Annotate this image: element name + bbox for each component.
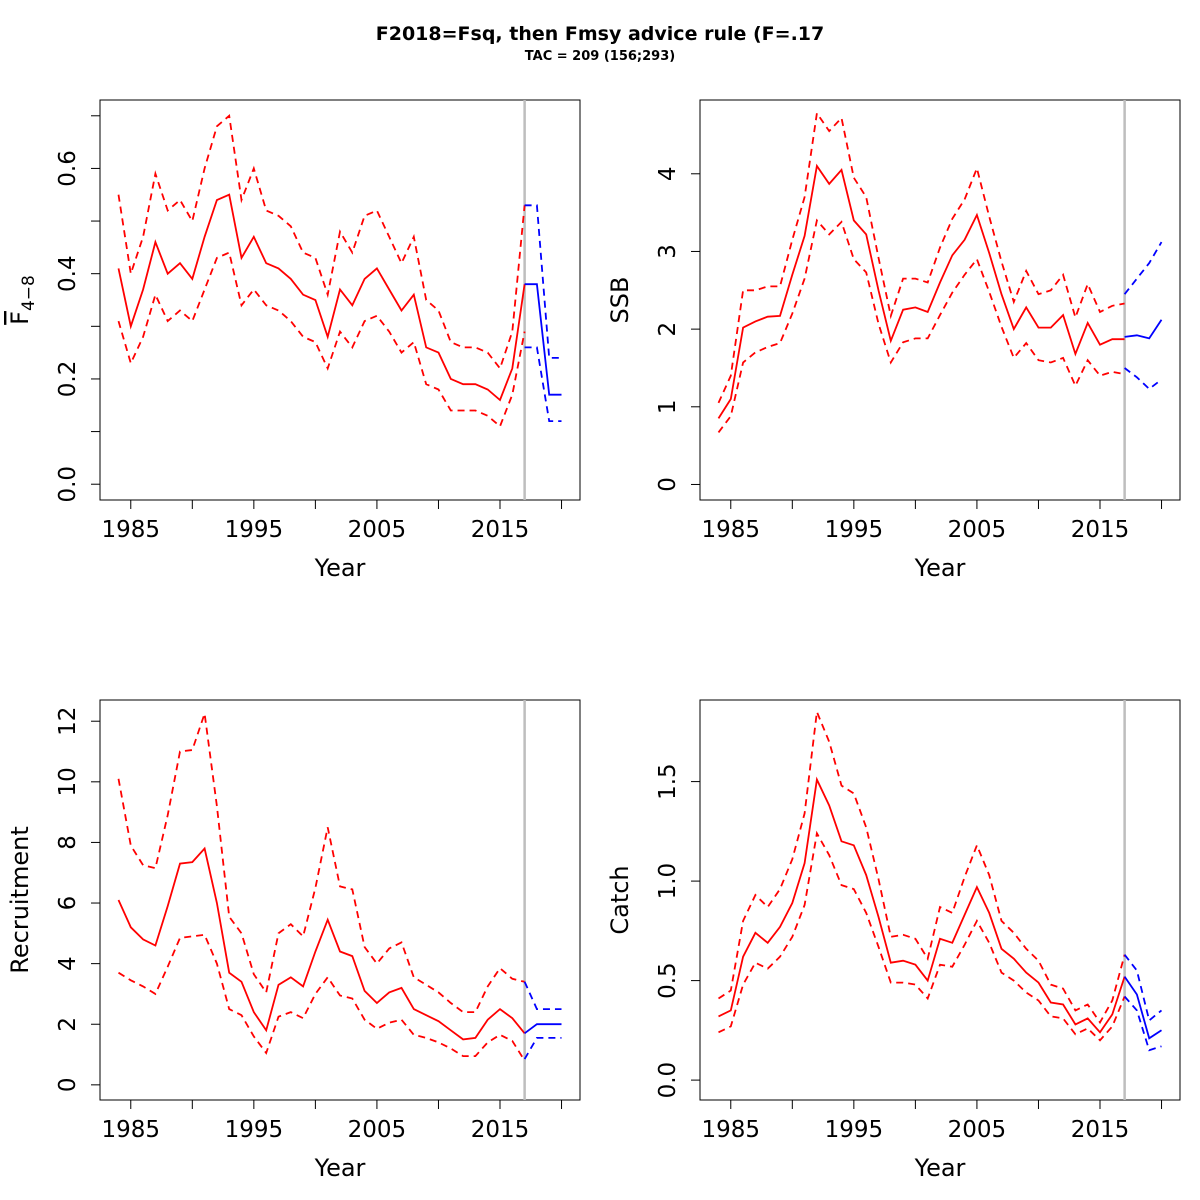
f-y-tick-label: 0.2: [55, 361, 81, 398]
f-y-axis-title-subscript: 4−8: [19, 275, 39, 311]
ssb-historic-upper-line: [717, 110, 1125, 404]
f-x-tick-label: 1985: [101, 517, 160, 543]
ssb-x-tick-label: 1995: [825, 517, 884, 543]
catch-x-tick-label: 2005: [948, 1117, 1007, 1143]
recruitment-historic-estimate-line: [117, 846, 526, 1041]
ssb-y-tick-label: 0: [655, 477, 681, 492]
catch-historic-lower-line: [718, 830, 1126, 1042]
catch-y-tick-label: 1.0: [655, 863, 681, 900]
recruitment-y-axis-title: Recruitment: [6, 826, 34, 973]
recruitment-forecast-upper-line: [523, 981, 562, 1010]
figure-subtitle: TAC = 209 (156;293): [525, 49, 675, 64]
recruitment-x-tick-label: 2015: [471, 1117, 530, 1143]
recruitment-y-tick-label: 10: [55, 767, 81, 796]
ssb-x-tick-label: 1985: [701, 517, 760, 543]
recruitment-historic-lower-line: [118, 933, 526, 1062]
catch-historic-upper-line: [718, 708, 1126, 1025]
ssb-forecast-lower-line: [1124, 367, 1163, 391]
ssb-historic-estimate-line: [717, 163, 1125, 419]
catch-y-tick-label: 0.0: [655, 1062, 681, 1099]
catch-historic-estimate-line: [718, 776, 1126, 1034]
catch-plot-frame: [699, 699, 1181, 1101]
catch-y-tick-label: 0.5: [655, 962, 681, 999]
catch-forecast-upper-line: [1123, 954, 1163, 1022]
f-y-axis-title: F4−8: [6, 275, 39, 325]
ssb-x-tick-label: 2005: [948, 517, 1007, 543]
f-y-axis-title-main: F: [6, 311, 34, 325]
recruitment-forecast-lower-line: [523, 1037, 562, 1060]
catch-forecast-lower-line: [1123, 995, 1162, 1052]
f-y-tick-label: 0.6: [55, 150, 81, 187]
f-x-axis-title: Year: [314, 554, 366, 582]
recruitment-x-tick-label: 1985: [101, 1117, 160, 1143]
f-x-tick-label: 2005: [348, 517, 407, 543]
recruitment-x-axis-title: Year: [314, 1154, 366, 1182]
f-forecast-upper-line: [524, 204, 562, 359]
catch-x-tick-label: 1985: [701, 1117, 760, 1143]
panel-recruitment: 1985 1995 2005 2015 0 2 4 6 8 10 12 Year Recruitment: [6, 699, 581, 1182]
ssb-forecast-estimate-line: [1124, 319, 1163, 340]
catch-x-tick-label: 2015: [1071, 1117, 1130, 1143]
f-historic-upper-line: [117, 114, 526, 371]
f-historic-estimate-line: [117, 193, 526, 402]
f-x-tick-label: 2015: [471, 517, 530, 543]
catch-forecast-estimate-line: [1123, 976, 1162, 1040]
ssb-y-axis-title: SSB: [606, 277, 634, 324]
recruitment-y-tick-label: 6: [55, 896, 81, 911]
f-forecast-lower-line: [524, 346, 562, 423]
catch-y-tick-label: 1.5: [655, 763, 681, 800]
recruitment-x-tick-label: 1995: [225, 1117, 284, 1143]
f-x-tick-label: 1995: [225, 517, 284, 543]
recruitment-x-tick-label: 2005: [348, 1117, 407, 1143]
ssb-y-tick-label: 1: [655, 399, 681, 414]
catch-x-tick-label: 1995: [825, 1117, 884, 1143]
recruitment-forecast-estimate-line: [524, 1023, 562, 1035]
recruitment-y-tick-label: 12: [55, 707, 81, 736]
f-historic-lower-line: [117, 251, 526, 428]
recruitment-y-tick-label: 4: [55, 956, 81, 971]
f-y-tick-label: 0.4: [55, 255, 81, 292]
f-forecast-estimate-line: [524, 283, 562, 396]
ssb-plot-frame: [699, 99, 1181, 501]
recruitment-y-tick-label: 8: [55, 835, 81, 850]
recruitment-y-tick-label: 2: [55, 1017, 81, 1032]
ssb-y-tick-label: 3: [655, 244, 681, 259]
f-y-tick-label: 0.0: [55, 466, 81, 503]
panel-ssb: 1985 1995 2005 2015 0 1 2 3 4 Year SSB: [606, 99, 1181, 582]
panel-catch: 1985 1995 2005 2015 0.0 0.5 1.0 1.5 Year Catch: [606, 699, 1181, 1182]
ssb-historic-lower-line: [717, 218, 1125, 433]
recruitment-y-tick-label: 0: [55, 1078, 81, 1093]
ssb-x-tick-label: 2015: [1071, 517, 1130, 543]
panel-fishing-mortality: 1985 1995 2005 2015 0.0 0.2 0.4 0.6 Year F4−8: [6, 99, 581, 582]
catch-y-axis-title: Catch: [606, 865, 634, 934]
f-plot-frame: [99, 99, 581, 501]
ssb-y-tick-label: 2: [655, 322, 681, 337]
ssb-forecast-upper-line: [1123, 241, 1163, 295]
recruitment-historic-upper-line: [117, 713, 525, 1013]
ssb-y-tick-label: 4: [655, 166, 681, 181]
catch-x-axis-title: Year: [914, 1154, 966, 1182]
recruitment-plot-frame: [99, 699, 581, 1101]
ssb-x-axis-title: Year: [914, 554, 966, 582]
figure-title: F2018=Fsq, then Fmsy advice rule (F=.17: [376, 23, 824, 45]
